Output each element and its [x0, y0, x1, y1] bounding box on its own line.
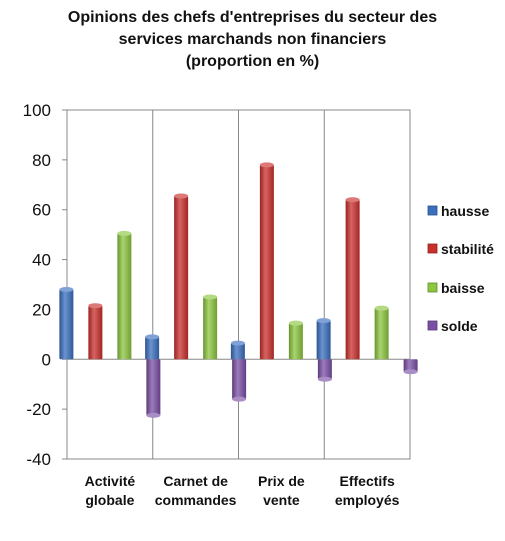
chart-title-line-3: (proportion en %) — [185, 53, 320, 70]
bar-cap-hausse — [59, 286, 74, 292]
legend-label-stabilité: stabilité — [441, 241, 494, 257]
chart-title-line-1: Opinions des chefs d'entreprises du sect… — [67, 9, 438, 26]
bar-hausse — [145, 336, 160, 360]
legend-swatch-stabilité — [427, 243, 438, 254]
x-tick-label: globale — [85, 492, 134, 508]
x-tick-label: Effectifs — [340, 473, 395, 489]
y-tick-label: 40 — [32, 251, 51, 270]
y-tick-label: 100 — [23, 101, 51, 120]
bar-stabilité — [174, 196, 189, 360]
bar-hausse — [59, 289, 74, 360]
y-tick-label: 0 — [42, 350, 51, 369]
bar-cap-solde — [146, 412, 161, 418]
legend-swatch-solde — [427, 320, 438, 331]
y-tick-label: 60 — [32, 201, 51, 220]
chart-title-line-2: services marchands non financiers — [118, 31, 387, 48]
bar-solde — [232, 359, 247, 400]
y-tick-label: 20 — [32, 300, 51, 319]
legend-label-baisse: baisse — [441, 280, 485, 296]
bar-cap-stabilité — [88, 303, 103, 309]
bar-baisse — [288, 323, 303, 360]
legend-label-solde: solde — [441, 318, 478, 334]
bar-solde — [146, 359, 161, 416]
bar-cap-baisse — [203, 294, 218, 300]
bar-cap-solde — [403, 369, 418, 375]
bar-baisse — [374, 308, 389, 360]
bar-cap-baisse — [374, 305, 389, 311]
bar-cap-baisse — [117, 230, 132, 236]
bar-cap-stabilité — [174, 193, 189, 199]
bar-stabilité — [88, 305, 103, 360]
bar-solde — [317, 359, 332, 380]
x-tick-label: Carnet de — [163, 473, 228, 489]
legend-swatch-hausse — [427, 205, 438, 216]
y-tick-label: -20 — [26, 400, 51, 419]
bar-baisse — [203, 296, 218, 360]
x-tick-label: employés — [335, 492, 400, 508]
bar-cap-hausse — [145, 334, 160, 340]
bar-stabilité — [259, 164, 274, 360]
x-tick-label: commandes — [155, 492, 237, 508]
x-tick-label: Prix de — [258, 473, 305, 489]
x-tick-label: Activité — [85, 473, 136, 489]
legend-swatch-baisse — [427, 282, 438, 293]
bar-cap-solde — [232, 396, 247, 402]
bar-baisse — [117, 233, 132, 360]
bar-cap-stabilité — [345, 197, 360, 203]
bar-cap-hausse — [230, 340, 245, 346]
bar-hausse — [316, 320, 331, 360]
bar-cap-solde — [317, 376, 332, 382]
y-tick-label: 80 — [32, 151, 51, 170]
bar-hausse — [230, 343, 245, 360]
y-tick-label: -40 — [26, 450, 51, 469]
bar-cap-stabilité — [259, 162, 274, 168]
bar-solde — [403, 359, 418, 372]
legend-label-hausse: hausse — [441, 203, 489, 219]
x-tick-label: vente — [263, 492, 300, 508]
bar-stabilité — [345, 199, 360, 360]
bar-cap-baisse — [288, 320, 303, 326]
bar-cap-hausse — [316, 318, 331, 324]
